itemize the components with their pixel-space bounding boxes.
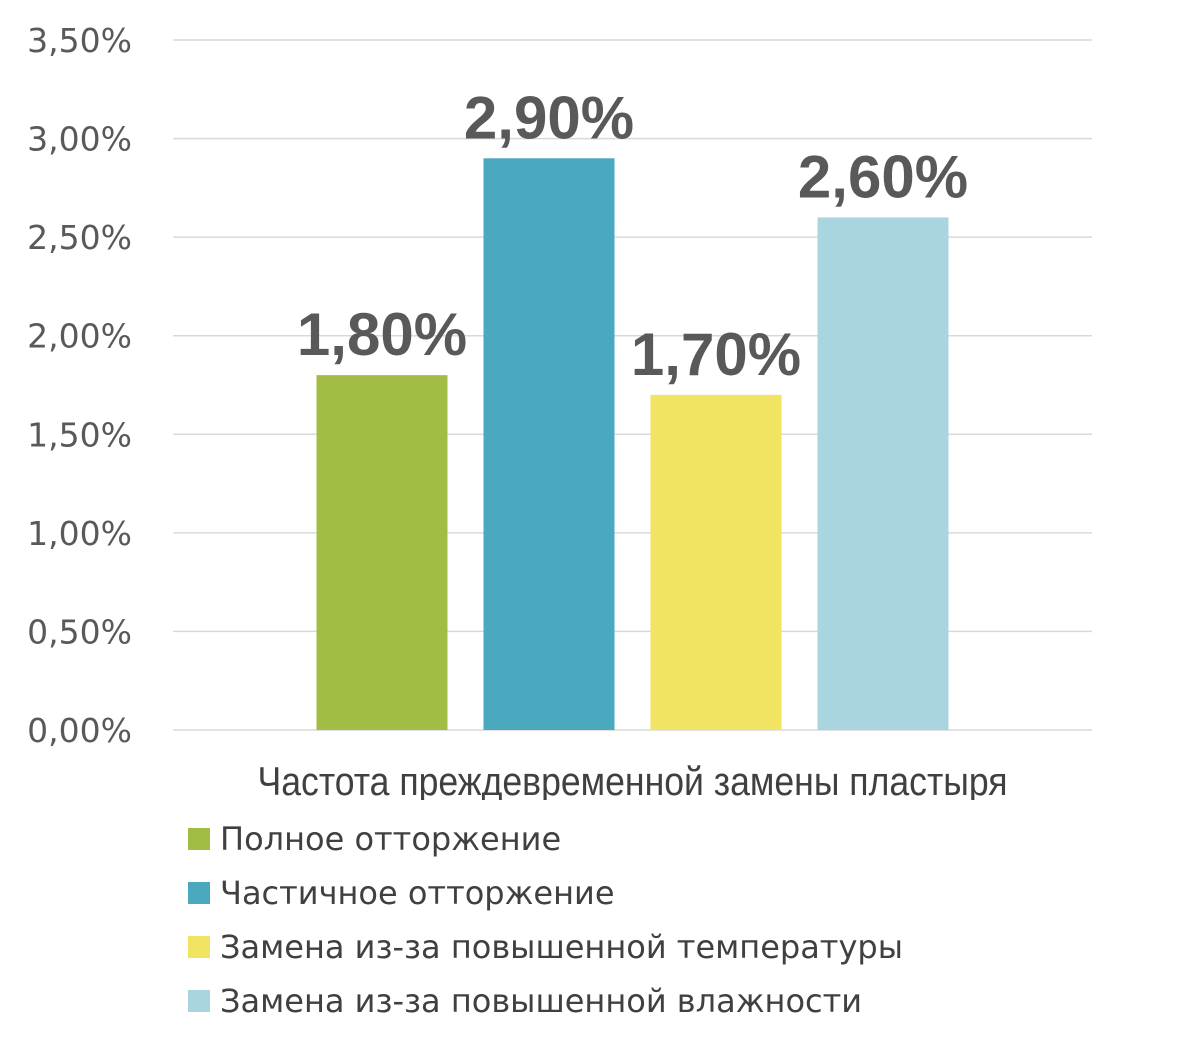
legend-swatch: [188, 936, 210, 958]
bar: [817, 217, 949, 730]
legend-item: Замена из-за повышенной влажности: [188, 974, 903, 1028]
y-tick-label: 1,00%: [27, 514, 132, 553]
y-tick-label: 0,50%: [27, 612, 132, 651]
y-axis-tick-labels: 0,00% 0,50% 1,00% 1,50% 2,00% 2,50% 3,00% 3,50%: [27, 21, 132, 750]
legend-label: Замена из-за повышенной влажности: [220, 982, 863, 1020]
legend-swatch: [188, 882, 210, 904]
legend-item: Полное отторжение: [188, 812, 903, 866]
legend-swatch: [188, 990, 210, 1012]
legend-item: Замена из-за повышенной температуры: [188, 920, 903, 974]
data-label: 1,80%: [297, 301, 467, 368]
legend: Полное отторжение Частичное отторжение Зам…: [188, 812, 903, 1028]
y-tick-label: 3,50%: [27, 21, 132, 60]
bar-chart: 0,00% 0,50% 1,00% 1,50% 2,00% 2,50% 3,00% 3,50%…: [27, 21, 1092, 800]
bars: [316, 158, 949, 731]
y-tick-label: 2,00%: [27, 317, 132, 356]
data-label: 2,90%: [464, 84, 634, 151]
y-tick-label: 1,50%: [27, 415, 132, 454]
legend-label: Замена из-за повышенной температуры: [220, 928, 903, 966]
y-tick-label: 2,50%: [27, 218, 132, 257]
legend-label: Полное отторжение: [220, 820, 562, 858]
bar: [483, 158, 615, 731]
data-label: 2,60%: [798, 143, 968, 210]
legend-swatch: [188, 828, 210, 850]
x-category-label: Частота преждевременной замены пластыря: [258, 760, 1008, 800]
y-tick-label: 0,00%: [27, 711, 132, 750]
bar: [650, 394, 782, 730]
y-tick-label: 3,00%: [27, 120, 132, 159]
legend-item: Частичное отторжение: [188, 866, 903, 920]
data-label: 1,70%: [631, 321, 801, 388]
data-labels: 1,80% 2,90% 1,70% 2,60%: [297, 84, 968, 388]
bar: [316, 375, 448, 730]
legend-label: Частичное отторжение: [220, 874, 615, 912]
